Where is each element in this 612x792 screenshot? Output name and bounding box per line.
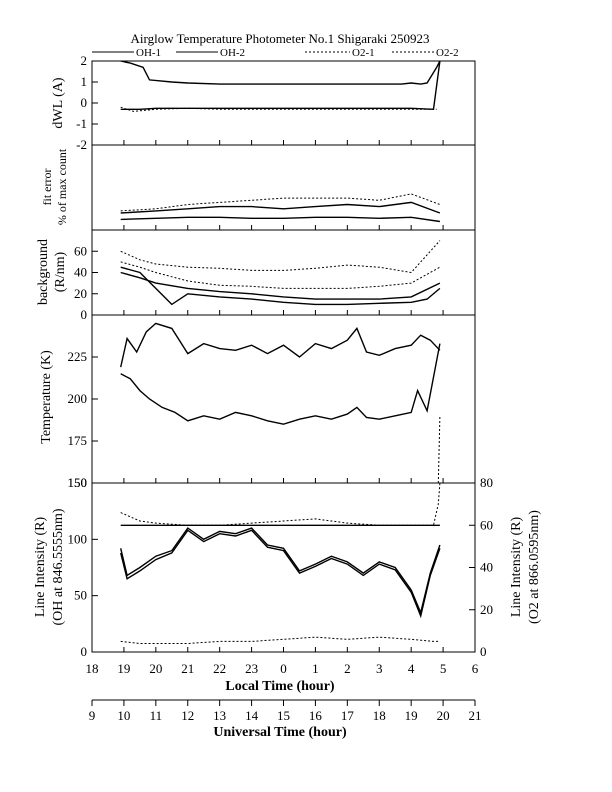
xtick-label-local-3: 21 bbox=[181, 661, 194, 676]
ytick-label-background-3: 0 bbox=[81, 307, 88, 322]
xtick-label-universal-1: 10 bbox=[117, 708, 130, 723]
xlabel-local-time: Local Time (hour) bbox=[225, 679, 334, 694]
ytick-label-line_intensity-2: 50 bbox=[74, 588, 87, 603]
ytick-label-dwl-3: -1 bbox=[76, 116, 87, 131]
ytick-label-line_intensity-3: 0 bbox=[81, 644, 88, 659]
xlabel-universal-time: Universal Time (hour) bbox=[213, 725, 347, 740]
ylabel-intensity-right: Line Intensity (R) bbox=[509, 517, 524, 618]
legend: OH-1 OH-2 O2-1 O2-2 bbox=[92, 47, 459, 59]
xtick-label-universal-5: 14 bbox=[245, 708, 259, 723]
chart-title: Airglow Temperature Photometer No.1 Shig… bbox=[131, 31, 430, 46]
series-fit_error-o2-1-2 bbox=[120, 193, 441, 212]
xtick-label-local-8: 2 bbox=[344, 661, 351, 676]
series-line_intensity-oh-1-0 bbox=[120, 527, 441, 615]
panel-frame-fit_error bbox=[91, 144, 476, 231]
xtick-label-universal-11: 20 bbox=[437, 708, 450, 723]
ytick-label-temperature-1: 200 bbox=[68, 391, 88, 406]
xtick-label-local-2: 20 bbox=[149, 661, 162, 676]
panel-frame-line_intensity bbox=[91, 482, 476, 653]
series-background-oh-1-0 bbox=[120, 266, 441, 306]
ytick-label-line_intensity-0: 150 bbox=[68, 475, 88, 490]
xtick-label-universal-3: 12 bbox=[181, 708, 194, 723]
xtick-label-universal-12: 21 bbox=[469, 708, 482, 723]
xtick-label-local-1: 19 bbox=[117, 661, 130, 676]
series-temperature-oh-1-0 bbox=[120, 322, 441, 368]
xtick-label-local-4: 22 bbox=[213, 661, 226, 676]
series-dwl-o2-1-2 bbox=[120, 106, 437, 112]
ytick-label-dwl-0: 2 bbox=[81, 53, 88, 68]
xtick-label-universal-2: 11 bbox=[150, 708, 163, 723]
xtick-label-universal-6: 15 bbox=[277, 708, 290, 723]
legend-label-o21: O2-1 bbox=[352, 47, 375, 59]
ylabel-intensity-right-unit: (O2 at 866.0595nm) bbox=[527, 510, 542, 624]
series-fit_error-oh-1-0 bbox=[120, 216, 441, 223]
legend-label-oh2: OH-2 bbox=[220, 47, 245, 59]
ytick-label-dwl-4: -2 bbox=[76, 137, 87, 152]
series-background-oh-2-1 bbox=[120, 271, 441, 300]
series-background-o2-2-3 bbox=[120, 261, 441, 289]
legend-label-oh1: OH-1 bbox=[136, 47, 161, 59]
ytick-label-background-0: 60 bbox=[74, 243, 87, 258]
ylabel-intensity: Line Intensity (R) bbox=[33, 517, 48, 618]
ylabel-dwl: dWL (A) bbox=[51, 77, 66, 129]
ylabel-fit-error: fit error bbox=[40, 169, 54, 206]
ylabel-temperature: Temperature (K) bbox=[39, 350, 54, 444]
ytick-right-label-line_intensity-4: 0 bbox=[480, 644, 487, 659]
xtick-label-local-0: 18 bbox=[86, 661, 99, 676]
series-fit_error-oh-2-1 bbox=[120, 201, 441, 214]
series-background-o2-1-2 bbox=[120, 240, 441, 274]
xtick-label-local-6: 0 bbox=[280, 661, 287, 676]
xtick-label-universal-7: 16 bbox=[309, 708, 323, 723]
ytick-label-background-2: 20 bbox=[74, 286, 87, 301]
xtick-label-local-9: 3 bbox=[376, 661, 383, 676]
xtick-label-universal-9: 18 bbox=[373, 708, 386, 723]
series-temperature-o2-1-2 bbox=[437, 415, 441, 484]
xtick-label-local-10: 4 bbox=[408, 661, 415, 676]
series-temperature-oh-2-1 bbox=[120, 343, 441, 425]
ytick-label-line_intensity-1: 100 bbox=[68, 531, 88, 546]
ylabel-background: background bbox=[36, 239, 51, 305]
xtick-label-universal-0: 9 bbox=[89, 708, 96, 723]
xtick-label-local-7: 1 bbox=[312, 661, 319, 676]
ytick-label-temperature-2: 175 bbox=[68, 433, 88, 448]
legend-label-o22: O2-2 bbox=[436, 47, 459, 59]
ytick-label-temperature-0: 225 bbox=[68, 349, 88, 364]
series-line_intensity-o2-1-2 bbox=[120, 636, 440, 644]
xtick-label-local-5: 23 bbox=[245, 661, 258, 676]
ytick-label-background-1: 40 bbox=[74, 265, 87, 280]
xtick-label-universal-8: 17 bbox=[341, 708, 355, 723]
ytick-right-label-line_intensity-2: 40 bbox=[480, 560, 493, 575]
ytick-label-dwl-1: 1 bbox=[81, 74, 88, 89]
xtick-label-universal-10: 19 bbox=[405, 708, 418, 723]
ytick-right-label-line_intensity-0: 80 bbox=[480, 475, 493, 490]
plot-layer: 210-1-2604020022520017515015010050080604… bbox=[68, 53, 494, 723]
ylabel-background-unit: (R/nm) bbox=[53, 251, 68, 292]
ylabel-intensity-unit: (OH at 846.5555nm) bbox=[51, 508, 66, 625]
ytick-right-label-line_intensity-1: 60 bbox=[480, 517, 493, 532]
series-dwl-oh-1-0 bbox=[120, 60, 441, 85]
xtick-label-universal-4: 13 bbox=[213, 708, 226, 723]
panel-frame-dwl bbox=[91, 60, 476, 146]
series-line_intensity-oh-2-1 bbox=[120, 529, 441, 619]
ytick-right-label-line_intensity-3: 20 bbox=[480, 602, 493, 617]
xtick-label-local-11: 5 bbox=[440, 661, 447, 676]
ytick-label-dwl-2: 0 bbox=[81, 95, 88, 110]
ytick-label-temperature-3: 150 bbox=[68, 475, 88, 490]
xtick-label-local-12: 6 bbox=[472, 661, 479, 676]
series-dwl-oh-2-1 bbox=[120, 60, 441, 111]
series-line_intensity-o2-2-3 bbox=[120, 482, 441, 526]
ylabel-fit-error-unit: % of max count bbox=[55, 148, 69, 225]
